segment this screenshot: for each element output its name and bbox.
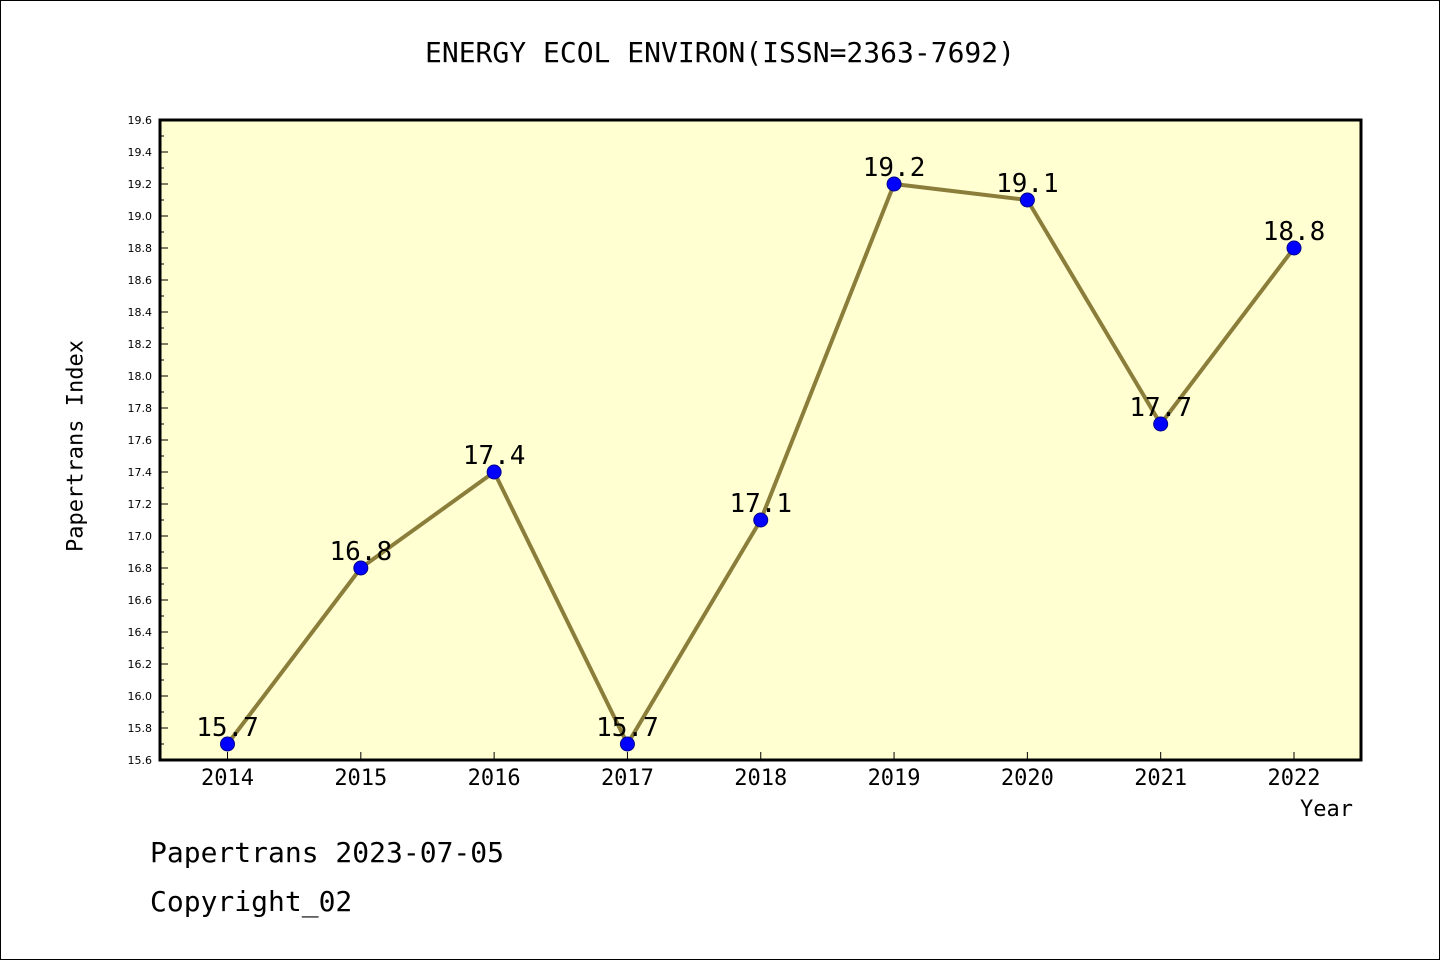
x-tick-label: 2017 [601,766,654,791]
x-axis-label: Year [1300,797,1353,822]
data-point [886,176,902,192]
y-tick-label: 19.2 [128,178,153,191]
y-tick-label: 16.2 [128,658,153,671]
data-point [1019,192,1035,208]
x-tick-label: 2019 [868,766,921,791]
data-point [1153,416,1169,432]
plot-area [160,120,1361,760]
x-axis-ticks: 2014 2015 2016 2017 2018 2019 2020 2021 2022 [201,752,1320,791]
data-label: 19.2 [863,153,926,183]
data-label: 15.7 [596,713,659,743]
y-tick-label: 18.2 [128,338,153,351]
y-tick-label: 16.4 [128,626,153,639]
data-label: 17.7 [1129,393,1192,423]
y-tick-label: 15.8 [128,722,153,735]
data-label: 17.4 [463,441,526,471]
y-tick-label: 18.8 [128,242,153,255]
y-tick-label: 18.0 [128,370,153,383]
y-tick-label: 19.4 [128,146,153,159]
data-label: 16.8 [330,537,393,567]
y-tick-label: 16.6 [128,594,153,607]
x-tick-label: 2016 [468,766,521,791]
y-tick-label: 16.0 [128,690,153,703]
y-tick-label: 17.6 [128,434,153,447]
data-point [353,560,369,576]
y-tick-label: 18.4 [128,306,153,319]
y-tick-label: 19.0 [128,210,153,223]
y-tick-label: 17.0 [128,530,153,543]
chart-title: ENERGY ECOL ENVIRON(ISSN=2363-7692) [424,36,1015,69]
x-tick-label: 2022 [1268,766,1321,791]
plot-border [158,118,1363,762]
data-labels: 15.7 16.8 17.4 15.7 17.1 19.2 19.1 17.7 18.8 [196,153,1325,743]
y-axis-ticks: 15.6 15.8 16.0 16.2 16.4 16.6 16.8 17.0 17.2 17.4… [128,114,168,767]
data-point [1286,240,1302,256]
y-tick-label: 16.8 [128,562,153,575]
x-tick-label: 2020 [1001,766,1054,791]
x-tick-label: 2014 [201,766,254,791]
data-point [619,736,635,752]
series-markers [220,176,1302,752]
data-label: 15.7 [196,713,259,743]
data-label: 18.8 [1263,217,1326,247]
x-tick-label: 2021 [1134,766,1187,791]
y-tick-label: 17.2 [128,498,153,511]
y-tick-label: 19.6 [128,114,153,127]
x-tick-label: 2015 [334,766,387,791]
data-point [486,464,502,480]
data-label: 17.1 [729,489,792,519]
footer-date: Papertrans 2023-07-05 [150,836,505,869]
x-tick-label: 2018 [734,766,787,791]
y-tick-label: 17.4 [128,466,153,479]
y-tick-label: 17.8 [128,402,153,415]
footer-copyright: Copyright_02 [150,885,353,918]
data-point [220,736,235,752]
y-tick-label: 15.6 [128,754,153,767]
y-tick-label: 18.6 [128,274,153,287]
data-label: 19.1 [996,169,1059,199]
data-point [753,512,769,528]
